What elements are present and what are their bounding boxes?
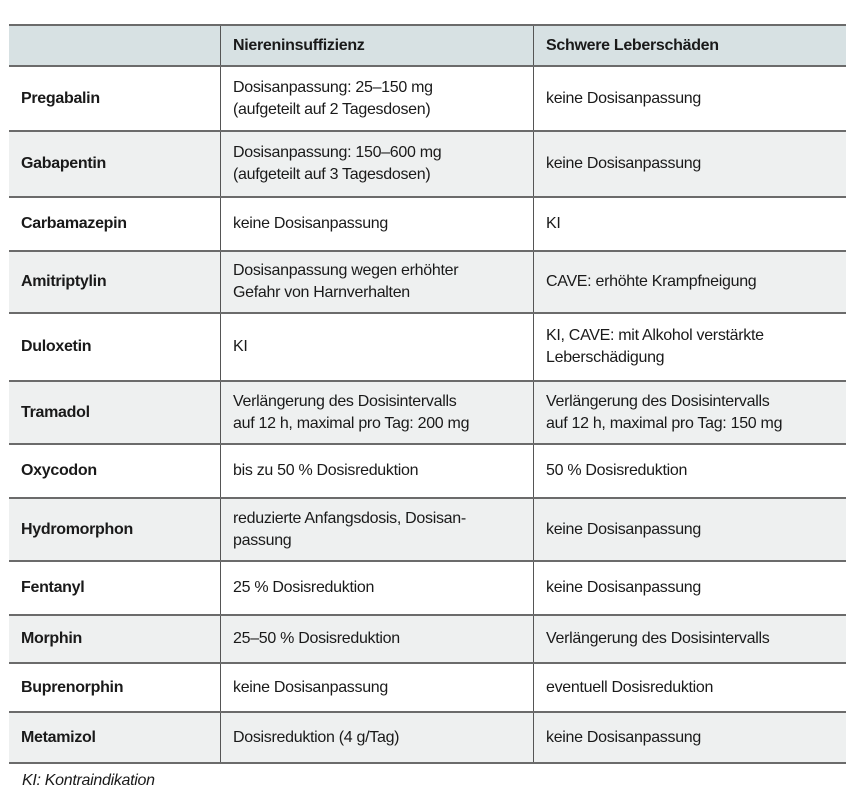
kidney-cell: Dosisanpassung: 25–150 mg (aufgeteilt au… — [220, 65, 534, 132]
liver-cell: CAVE: erhöhte Krampfneigung — [533, 250, 846, 314]
table-row: Metamizol Dosisreduktion (4 g/Tag) keine D… — [9, 711, 846, 764]
header-kidney: Niereninsuffizienz — [220, 24, 534, 67]
footnote: KI: Kontraindikation — [22, 772, 155, 789]
liver-cell: keine Dosisanpassung — [533, 711, 846, 764]
kidney-cell: keine Dosisanpassung — [220, 662, 534, 713]
header-empty — [9, 24, 221, 67]
kidney-cell: KI — [220, 312, 534, 382]
drug-name: Oxycodon — [9, 443, 221, 499]
table-row: Hydromorphon reduzierte Anfangsdosis, Dos… — [9, 497, 846, 562]
liver-cell: KI — [533, 196, 846, 252]
liver-cell: 50 % Dosisreduktion — [533, 443, 846, 499]
drug-name: Morphin — [9, 614, 221, 664]
liver-cell: Verlängerung des Dosisintervalls auf 12 … — [533, 380, 846, 445]
drug-name: Duloxetin — [9, 312, 221, 382]
liver-cell: Verlängerung des Dosisintervalls — [533, 614, 846, 664]
drug-name: Carbamazepin — [9, 196, 221, 252]
kidney-cell: Dosisreduktion (4 g/Tag) — [220, 711, 534, 764]
drug-name: Gabapentin — [9, 130, 221, 198]
table-row: Morphin 25–50 % Dosisreduktion Verlängerun… — [9, 614, 846, 664]
kidney-cell: 25 % Dosisreduktion — [220, 560, 534, 616]
liver-cell: keine Dosisanpassung — [533, 497, 846, 562]
liver-cell: keine Dosisanpassung — [533, 65, 846, 132]
liver-cell: eventuell Dosisreduktion — [533, 662, 846, 713]
drug-name: Metamizol — [9, 711, 221, 764]
drug-name: Amitriptylin — [9, 250, 221, 314]
dosage-table: Niereninsuffizienz Schwere Leberschäden … — [9, 24, 846, 764]
table-row: Oxycodon bis zu 50 % Dosisreduktion 50 % D… — [9, 443, 846, 499]
table-row: Pregabalin Dosisanpassung: 25–150 mg (auf… — [9, 65, 846, 132]
table-row: Amitriptylin Dosisanpassung wegen erhöhte… — [9, 250, 846, 314]
kidney-cell: reduzierte Anfangsdosis, Dosisan- passun… — [220, 497, 534, 562]
kidney-cell: Verlängerung des Dosisintervalls auf 12 … — [220, 380, 534, 445]
liver-cell: keine Dosisanpassung — [533, 130, 846, 198]
table-row: Carbamazepin keine Dosisanpassung KI — [9, 196, 846, 252]
table-row: Fentanyl 25 % Dosisreduktion keine Dosisan… — [9, 560, 846, 616]
kidney-cell: keine Dosisanpassung — [220, 196, 534, 252]
header-liver: Schwere Leberschäden — [533, 24, 846, 67]
drug-name: Hydromorphon — [9, 497, 221, 562]
table-row: Tramadol Verlängerung des Dosisintervalls… — [9, 380, 846, 445]
drug-name: Pregabalin — [9, 65, 221, 132]
drug-name: Buprenorphin — [9, 662, 221, 713]
table-row: Duloxetin KI KI, CAVE: mit Alkohol verstär… — [9, 312, 846, 382]
table-row: Buprenorphin keine Dosisanpassung eventuel… — [9, 662, 846, 713]
drug-name: Tramadol — [9, 380, 221, 445]
header-row: Niereninsuffizienz Schwere Leberschäden — [9, 24, 846, 67]
table-row: Gabapentin Dosisanpassung: 150–600 mg (au… — [9, 130, 846, 198]
liver-cell: keine Dosisanpassung — [533, 560, 846, 616]
drug-name: Fentanyl — [9, 560, 221, 616]
kidney-cell: Dosisanpassung wegen erhöhter Gefahr von… — [220, 250, 534, 314]
kidney-cell: Dosisanpassung: 150–600 mg (aufgeteilt a… — [220, 130, 534, 198]
kidney-cell: bis zu 50 % Dosisreduktion — [220, 443, 534, 499]
kidney-cell: 25–50 % Dosisreduktion — [220, 614, 534, 664]
liver-cell: KI, CAVE: mit Alkohol verstärkte Lebersc… — [533, 312, 846, 382]
